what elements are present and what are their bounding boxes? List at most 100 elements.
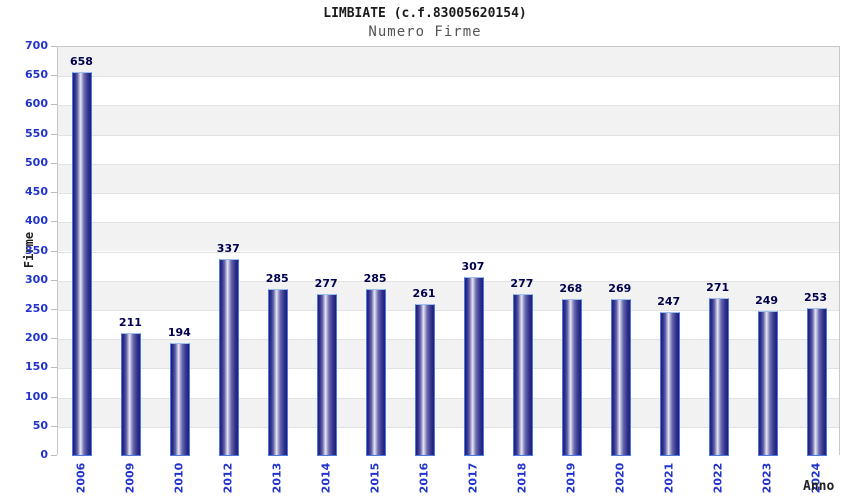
- grid-band: [58, 76, 839, 106]
- chart-title: LIMBIATE (c.f.83005620154): [323, 6, 527, 21]
- bar-value-label: 285: [265, 272, 289, 286]
- x-tick-label: 2023: [760, 462, 774, 494]
- y-tick-mark: [51, 46, 57, 47]
- y-tick-mark: [51, 279, 57, 281]
- bar: [415, 303, 436, 456]
- bar: [659, 311, 680, 456]
- x-tick-label: 2006: [74, 462, 88, 494]
- y-tick-label: 200: [25, 331, 48, 345]
- grid-band: [58, 163, 839, 194]
- bar-value-label: 277: [510, 277, 534, 291]
- y-tick-label: 650: [25, 68, 48, 82]
- grid-line: [58, 397, 839, 399]
- y-tick-mark: [51, 75, 57, 77]
- y-tick-label: 400: [25, 214, 48, 228]
- grid-line: [58, 163, 839, 165]
- bar: [708, 297, 729, 456]
- grid-line: [58, 193, 839, 195]
- grid-line: [58, 134, 839, 136]
- bar: [317, 294, 338, 456]
- bar-value-label: 211: [118, 315, 142, 329]
- grid-band: [58, 193, 839, 223]
- bar-value-label: 269: [608, 281, 632, 295]
- x-tick-label: 2022: [711, 462, 725, 494]
- grid-band: [58, 47, 839, 77]
- x-tick-label: 2019: [564, 462, 578, 494]
- grid-line: [58, 339, 839, 341]
- bar: [170, 342, 191, 456]
- bar-value-label: 658: [69, 54, 93, 68]
- y-tick-label: 350: [25, 243, 48, 257]
- y-tick-mark: [51, 104, 57, 106]
- bar-value-label: 249: [755, 293, 779, 307]
- bar-value-label: 337: [216, 242, 240, 256]
- grid-band: [58, 134, 839, 164]
- y-tick-label: 550: [25, 126, 48, 140]
- y-tick-mark: [51, 133, 57, 135]
- bar: [806, 308, 827, 456]
- y-tick-mark: [51, 396, 57, 398]
- plot-area: [57, 46, 840, 456]
- y-tick-label: 250: [25, 301, 48, 315]
- bar-value-label: 194: [167, 325, 191, 339]
- x-axis-title: Anno: [803, 479, 835, 494]
- y-tick-mark: [51, 367, 57, 369]
- x-tick-label: 2013: [270, 462, 284, 494]
- bar: [366, 289, 387, 456]
- y-tick-label: 150: [25, 360, 48, 374]
- grid-band: [58, 251, 839, 281]
- y-tick-mark: [51, 455, 57, 456]
- y-tick-mark: [51, 250, 57, 252]
- bar: [757, 310, 778, 456]
- grid-line: [58, 251, 839, 253]
- y-tick-mark: [51, 192, 57, 194]
- x-tick-label: 2021: [662, 462, 676, 494]
- y-tick-mark: [51, 425, 57, 427]
- bar-value-label: 271: [706, 280, 730, 294]
- grid-line: [58, 309, 839, 311]
- x-tick-label: 2014: [319, 462, 333, 494]
- x-tick-label: 2017: [466, 462, 480, 494]
- y-tick-label: 450: [25, 185, 48, 199]
- x-tick-label: 2009: [123, 462, 137, 494]
- grid-line: [58, 222, 839, 224]
- grid-line: [58, 426, 839, 428]
- bar: [610, 298, 631, 456]
- bar-value-label: 247: [657, 294, 681, 308]
- y-tick-mark: [51, 221, 57, 223]
- grid-line: [58, 280, 839, 282]
- bar-value-label: 261: [412, 286, 436, 300]
- grid-line: [58, 368, 839, 370]
- grid-band: [58, 105, 839, 135]
- grid-line: [58, 105, 839, 107]
- x-tick-label: 2015: [368, 462, 382, 494]
- x-tick-label: 2012: [221, 462, 235, 494]
- bar-value-label: 277: [314, 277, 338, 291]
- y-tick-mark: [51, 338, 57, 340]
- bar-value-label: 253: [804, 291, 828, 305]
- grid-band: [58, 222, 839, 252]
- x-tick-label: 2018: [515, 462, 529, 494]
- x-tick-label: 2020: [613, 462, 627, 494]
- y-tick-label: 300: [25, 272, 48, 286]
- bar: [268, 289, 289, 456]
- x-tick-label: 2010: [172, 462, 186, 494]
- bar: [219, 259, 240, 456]
- y-tick-mark: [51, 162, 57, 164]
- bar: [463, 276, 484, 456]
- bar: [121, 332, 142, 456]
- bar-value-label: 268: [559, 282, 583, 296]
- y-tick-label: 100: [25, 389, 48, 403]
- y-tick-label: 600: [25, 97, 48, 111]
- grid-line: [58, 76, 839, 78]
- bar-value-label: 307: [461, 259, 485, 273]
- y-tick-label: 500: [25, 155, 48, 169]
- chart-subtitle: Numero Firme: [368, 24, 482, 40]
- bar-value-label: 285: [363, 272, 387, 286]
- y-tick-label: 700: [25, 39, 48, 52]
- bar: [561, 299, 582, 456]
- bar: [512, 294, 533, 456]
- y-tick-mark: [51, 308, 57, 310]
- y-tick-label: 50: [32, 418, 48, 432]
